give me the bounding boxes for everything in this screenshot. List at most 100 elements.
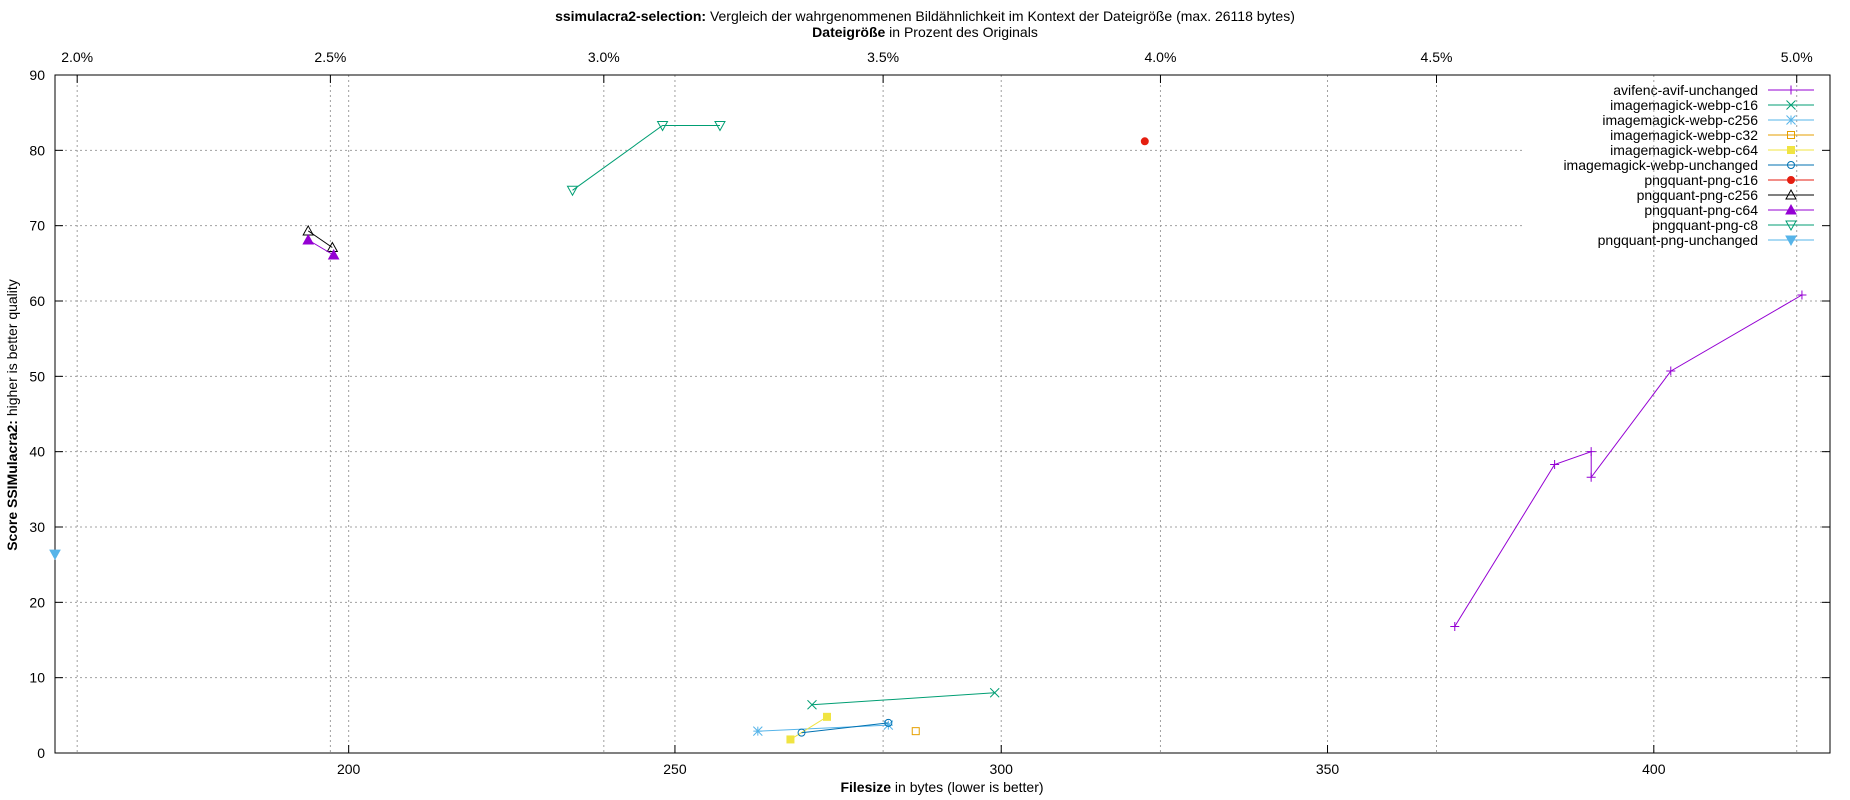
legend-entry: pngquant-png-unchanged [1598, 232, 1814, 248]
data-point [989, 687, 1000, 698]
series-pngquant-png-c16 [1140, 137, 1149, 146]
x-tick-label: 200 [337, 761, 361, 777]
series-avifenc-avif-unchanged [1450, 290, 1807, 631]
data-point [1787, 146, 1795, 154]
axis-ticks: 0 10 20 30 40 50 60 70 80 90 200 250 300 350 400 2.0% 2.… [29, 49, 1830, 777]
legend-entry: imagemagick-webp-unchanged [1563, 157, 1814, 173]
data-point [1586, 472, 1596, 482]
data-point [807, 699, 817, 710]
data-point [1140, 137, 1149, 146]
series-imagemagick-webp-c32 [911, 727, 920, 736]
grid-lines [55, 75, 1830, 753]
legend-label: imagemagick-webp-c64 [1610, 142, 1758, 158]
x2-tick-label: 4.5% [1421, 49, 1453, 65]
legend-label: avifenc-avif-unchanged [1613, 82, 1758, 98]
data-point [797, 728, 806, 737]
series-line [572, 125, 720, 191]
legend-entry: avifenc-avif-unchanged [1613, 82, 1814, 98]
legend-label: pngquant-png-unchanged [1598, 232, 1758, 248]
data-point [1450, 621, 1460, 631]
data-point [1550, 459, 1560, 469]
y-axis-title: Score SSIMulacra2: higher is better qual… [4, 279, 20, 551]
x2-tick-label: 2.5% [314, 49, 346, 65]
y-tick-label: 90 [29, 67, 45, 83]
legend-entry: imagemagick-webp-c64 [1610, 142, 1814, 158]
data-point [884, 718, 893, 727]
data-point [566, 185, 579, 197]
data-point [1785, 235, 1797, 247]
y-tick-label: 60 [29, 293, 45, 309]
data-point [1785, 203, 1797, 215]
data-point [1786, 115, 1796, 125]
x2-tick-label: 5.0% [1781, 49, 1813, 65]
y-tick-label: 10 [29, 670, 45, 686]
data-point [822, 712, 831, 721]
data-point [302, 233, 315, 245]
x-tick-label: 300 [990, 761, 1014, 777]
series-imagemagick-webp-c64 [786, 712, 831, 744]
legend-label: pngquant-png-c8 [1652, 217, 1758, 233]
series-line [811, 692, 995, 706]
series-pngquant-png-c64 [302, 233, 340, 260]
x-axis-title: Filesize in bytes (lower is better) [840, 779, 1043, 795]
x-tick-label: 400 [1642, 761, 1666, 777]
x2-tick-label: 3.5% [867, 49, 899, 65]
data-point [1787, 131, 1795, 139]
x-tick-label: 250 [663, 761, 687, 777]
legend-entry: pngquant-png-c8 [1652, 217, 1814, 233]
series-line [801, 722, 889, 734]
data-point [752, 726, 763, 737]
series-pngquant-png-c8 [566, 120, 726, 197]
y-tick-label: 20 [29, 594, 45, 610]
x-tick-label: 350 [1316, 761, 1340, 777]
data-point [883, 720, 894, 730]
legend-entry: imagemagick-webp-c256 [1602, 112, 1814, 128]
data-point [49, 549, 61, 561]
legend-entry: pngquant-png-c64 [1644, 202, 1814, 218]
data-point [1786, 100, 1796, 110]
legend: avifenc-avif-unchangedimagemagick-webp-c… [1563, 82, 1814, 248]
x2-tick-label: 2.0% [61, 49, 93, 65]
chart-title: ssimulacra2-selection: Vergleich der wah… [555, 8, 1295, 24]
top-axis-title: Dateigröße in Prozent des Originals [812, 24, 1038, 40]
legend-label: imagemagick-webp-c32 [1610, 127, 1758, 143]
series-imagemagick-webp-unchanged [797, 718, 893, 737]
data-point [1586, 447, 1596, 457]
legend-label: imagemagick-webp-c256 [1602, 112, 1758, 128]
legend-entry: pngquant-png-c16 [1644, 172, 1814, 188]
data-point [1787, 161, 1795, 169]
y-tick-label: 80 [29, 142, 45, 158]
data-point [656, 120, 669, 132]
series-pngquant-png-unchanged [49, 549, 61, 561]
data-point [1797, 290, 1807, 300]
legend-label: pngquant-png-c64 [1644, 202, 1758, 218]
series-line [1454, 294, 1803, 627]
y-tick-label: 30 [29, 519, 45, 535]
legend-entry: pngquant-png-c256 [1637, 187, 1814, 203]
data-point [1666, 366, 1676, 376]
y-tick-label: 40 [29, 444, 45, 460]
legend-label: pngquant-png-c256 [1637, 187, 1759, 203]
series-imagemagick-webp-c256 [752, 720, 894, 737]
data-point [1786, 85, 1796, 95]
legend-entry: imagemagick-webp-c32 [1610, 127, 1814, 143]
legend-label: imagemagick-webp-unchanged [1563, 157, 1758, 173]
data-point [1785, 220, 1797, 232]
series-imagemagick-webp-c16 [807, 687, 1000, 710]
series-line [790, 716, 828, 740]
data-point [714, 120, 726, 132]
x2-tick-label: 4.0% [1144, 49, 1176, 65]
x2-tick-label: 3.0% [588, 49, 620, 65]
y-tick-label: 70 [29, 218, 45, 234]
legend-label: pngquant-png-c16 [1644, 172, 1758, 188]
data-point [327, 249, 340, 260]
data-point [911, 727, 920, 736]
legend-entry: imagemagick-webp-c16 [1610, 97, 1814, 113]
data-point [786, 735, 795, 744]
data-point [1785, 188, 1797, 200]
y-tick-label: 50 [29, 368, 45, 384]
plot-frame [54, 74, 1831, 754]
series-line [757, 724, 889, 732]
y-tick-label: 0 [37, 745, 45, 761]
